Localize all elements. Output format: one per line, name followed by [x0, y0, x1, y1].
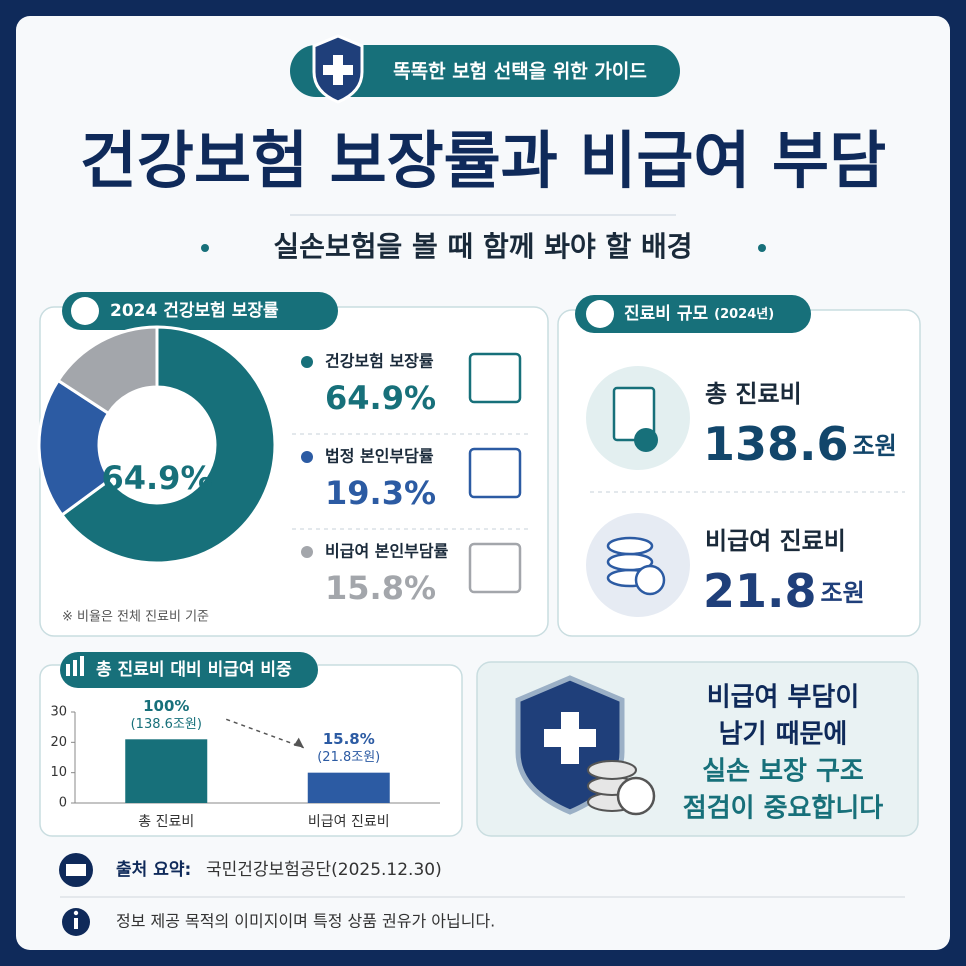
subtitle: 실손보험을 볼 때 함께 봐야 할 배경 — [273, 230, 692, 263]
legend-dot — [301, 356, 313, 368]
institution-icon — [66, 864, 86, 876]
legend-label: 법정 본인부담률 — [325, 447, 434, 466]
arrow-head — [293, 737, 304, 748]
bar — [307, 772, 390, 803]
panel-title: 총 진료비 대비 비급여 비중 — [96, 660, 292, 680]
source: 국민건강보험공단(2025.12.30) — [206, 860, 442, 880]
x-tick-label: 비급여 진료비 — [308, 814, 390, 830]
y-tick-label: 0 — [59, 796, 67, 811]
legend-label: 비급여 본인부담률 — [325, 542, 449, 561]
bar-annotation-sub: (138.6조원) — [131, 717, 202, 732]
won-icon — [634, 428, 658, 452]
legend-icon — [468, 542, 522, 594]
cost-unit: 조원 — [853, 432, 897, 460]
won-icon — [634, 564, 666, 596]
y-tick-label: 20 — [50, 735, 67, 750]
source-label: 출처 요약: — [116, 859, 191, 880]
cost-amount: 138.6 조원 — [703, 417, 897, 471]
chart-icon — [73, 660, 77, 676]
donut-center-label: 64.9% — [101, 459, 212, 497]
bar — [125, 739, 208, 803]
legend: 건강보험 보장률 64.9% 법정 본인부담률 19.3% 비급여 본인부담률 15.8% — [292, 352, 530, 607]
cost-number: 21.8 — [703, 564, 817, 618]
bar-chart: 0 10 20 30 총 진료비 100% (138.6조원) 비급여 진료비 15.8% (21… — [50, 697, 440, 830]
title: 건강보험 보장률과 비급여 부담 — [80, 124, 886, 197]
y-tick-label: 30 — [50, 705, 67, 720]
coin-icon — [587, 760, 637, 780]
message-line: 실손 보장 구조 — [702, 757, 864, 787]
legend-icon — [468, 352, 522, 404]
donut-segment — [56, 325, 159, 416]
panel-header — [575, 295, 811, 333]
badge-text: 똑똑한 보험 선택을 위한 가이드 — [393, 61, 647, 83]
legend-dot — [301, 451, 313, 463]
x-tick-label: 총 진료비 — [138, 814, 194, 830]
chart-icon — [80, 656, 84, 676]
donut-chart — [37, 325, 277, 565]
money-icon — [586, 300, 614, 328]
legend-icon — [468, 447, 522, 499]
cost-number: 138.6 — [703, 417, 849, 471]
legend-value: 19.3% — [325, 474, 436, 512]
legend-value: 64.9% — [325, 379, 436, 417]
donut-segment — [59, 325, 277, 565]
bullet — [758, 244, 766, 252]
panel-header — [60, 652, 318, 688]
cross — [544, 729, 596, 747]
badge — [290, 45, 680, 97]
cost-label: 총 진료비 — [705, 380, 802, 408]
trend-arrow — [225, 718, 305, 749]
cost-unit: 조원 — [821, 579, 865, 607]
chart-icon — [71, 297, 99, 325]
panel — [39, 664, 463, 837]
disclaimer: 정보 제공 목적의 이미지이며 특정 상품 권유가 아닙니다. — [116, 912, 495, 931]
won-icon — [616, 776, 656, 816]
panel-header — [62, 292, 338, 330]
note: ※ 비율은 전체 진료비 기준 — [62, 610, 209, 625]
panel-title: 진료비 규모 (2024년) — [624, 304, 774, 324]
bullet — [201, 244, 209, 252]
message-line: 남기 때문에 — [719, 720, 848, 750]
coin-icon — [606, 536, 654, 556]
panel-title-note: (2024년) — [714, 307, 774, 322]
panel-title: 2024 건강보험 보장률 — [110, 300, 279, 321]
info-icon — [73, 910, 79, 916]
y-tick-label: 10 — [50, 765, 67, 780]
legend-value: 15.8% — [325, 569, 436, 607]
bar-annotation: 15.8% — [323, 730, 375, 748]
bar-annotation-sub: (21.8조원) — [317, 750, 380, 765]
cost-amount: 21.8 조원 — [703, 564, 865, 618]
bar-annotation: 100% — [143, 697, 189, 715]
legend-dot — [301, 546, 313, 558]
chart-icon — [66, 664, 70, 676]
message-line: 비급여 부담이 — [707, 683, 860, 713]
cross — [323, 65, 353, 75]
panel-title-main: 진료비 규모 — [624, 304, 708, 324]
legend-label: 건강보험 보장률 — [325, 352, 434, 371]
cost-label: 비급여 진료비 — [705, 527, 846, 555]
info-icon — [74, 918, 78, 929]
message-line: 점검이 중요합니다 — [683, 794, 883, 824]
